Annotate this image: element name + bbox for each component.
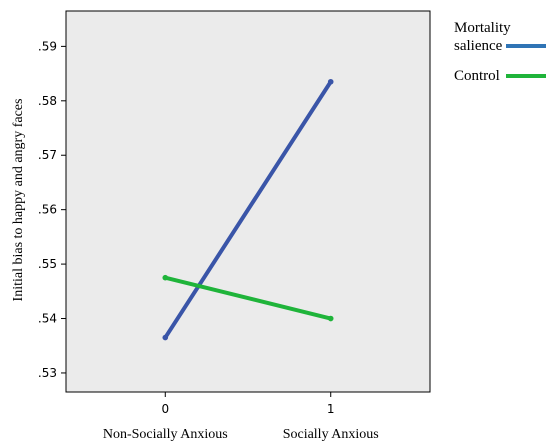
legend-label-1: Control bbox=[454, 68, 500, 84]
y-tick-label: .53 bbox=[38, 366, 57, 380]
y-axis-label: Initial bias to happy and angry faces bbox=[11, 99, 26, 302]
y-tick-label: .57 bbox=[38, 148, 57, 162]
data-point bbox=[162, 274, 169, 281]
legend-label-0-line1: Mortality bbox=[454, 20, 511, 36]
y-axis: .53 .54 .55 .56 .57 .58 .59 bbox=[38, 39, 66, 380]
data-point bbox=[327, 315, 334, 322]
legend: Mortality salience Control bbox=[454, 20, 546, 84]
legend-label-0-line2: salience bbox=[454, 38, 503, 54]
y-tick-label: .56 bbox=[38, 203, 57, 217]
x-category-label: Socially Anxious bbox=[283, 427, 379, 441]
y-tick-label: .59 bbox=[38, 39, 57, 53]
x-tick-label: 0 bbox=[161, 402, 169, 416]
y-tick-label: .55 bbox=[38, 257, 57, 271]
x-category-labels: Non-Socially Anxious Socially Anxious bbox=[103, 427, 379, 441]
series-line-0 bbox=[163, 79, 333, 340]
data-point bbox=[327, 78, 334, 85]
x-category-label: Non-Socially Anxious bbox=[103, 427, 228, 441]
series-layer bbox=[162, 78, 334, 341]
series-line-1 bbox=[163, 275, 333, 321]
x-tick-label: 1 bbox=[327, 402, 335, 416]
data-point bbox=[162, 334, 169, 341]
y-tick-label: .54 bbox=[38, 312, 57, 326]
plot-area bbox=[65, 10, 431, 393]
y-tick-label: .58 bbox=[38, 94, 57, 108]
